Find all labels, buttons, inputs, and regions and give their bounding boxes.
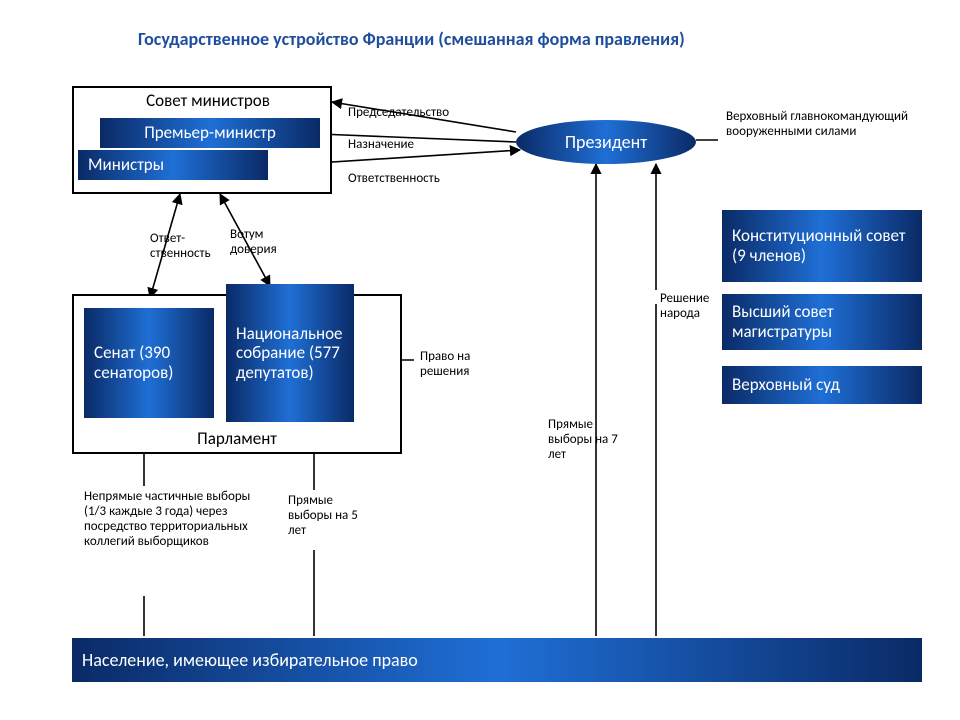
label-people-decision: Решение народа (660, 292, 709, 322)
diagram-title: Государственное устройство Франции (смеш… (138, 28, 685, 50)
label-direct-7yr: Прямые выборы на 7 лет (548, 418, 618, 463)
council-label: Совет министров (108, 90, 308, 111)
senate-box: Сенат (390 сенаторов) (84, 308, 214, 418)
label-right-to-decide: Право на решения (420, 350, 470, 380)
magistrature-council-box: Высший совет магистратуры (722, 294, 922, 350)
label-commander: Верховный главнокомандующий вооруженными… (726, 110, 926, 140)
population-box: Население, имеющее избирательное право (72, 638, 922, 682)
label-appointment: Назначение (348, 138, 414, 153)
label-accountability: Ответ- ственность (150, 232, 211, 262)
constitutional-council-box: Конституционный совет (9 членов) (722, 210, 922, 282)
label-direct-5yr: Прямые выборы на 5 лет (288, 494, 358, 539)
national-assembly-box: Национальное собрание (577 депутатов) (226, 284, 354, 422)
supreme-court-box: Верховный суд (722, 366, 922, 404)
ministers-box: Министры (78, 150, 268, 180)
label-responsibility: Ответственность (348, 172, 440, 187)
president-ellipse: Президент (516, 120, 696, 164)
label-indirect-elections: Непрямые частичные выборы (1/3 каждые 3 … (84, 490, 264, 550)
label-chairmanship: Председательство (348, 106, 449, 121)
premier-minister-box: Премьер-министр (100, 118, 320, 148)
parliament-label: Парламент (162, 428, 312, 449)
label-confidence: Вотум доверия (230, 228, 277, 258)
